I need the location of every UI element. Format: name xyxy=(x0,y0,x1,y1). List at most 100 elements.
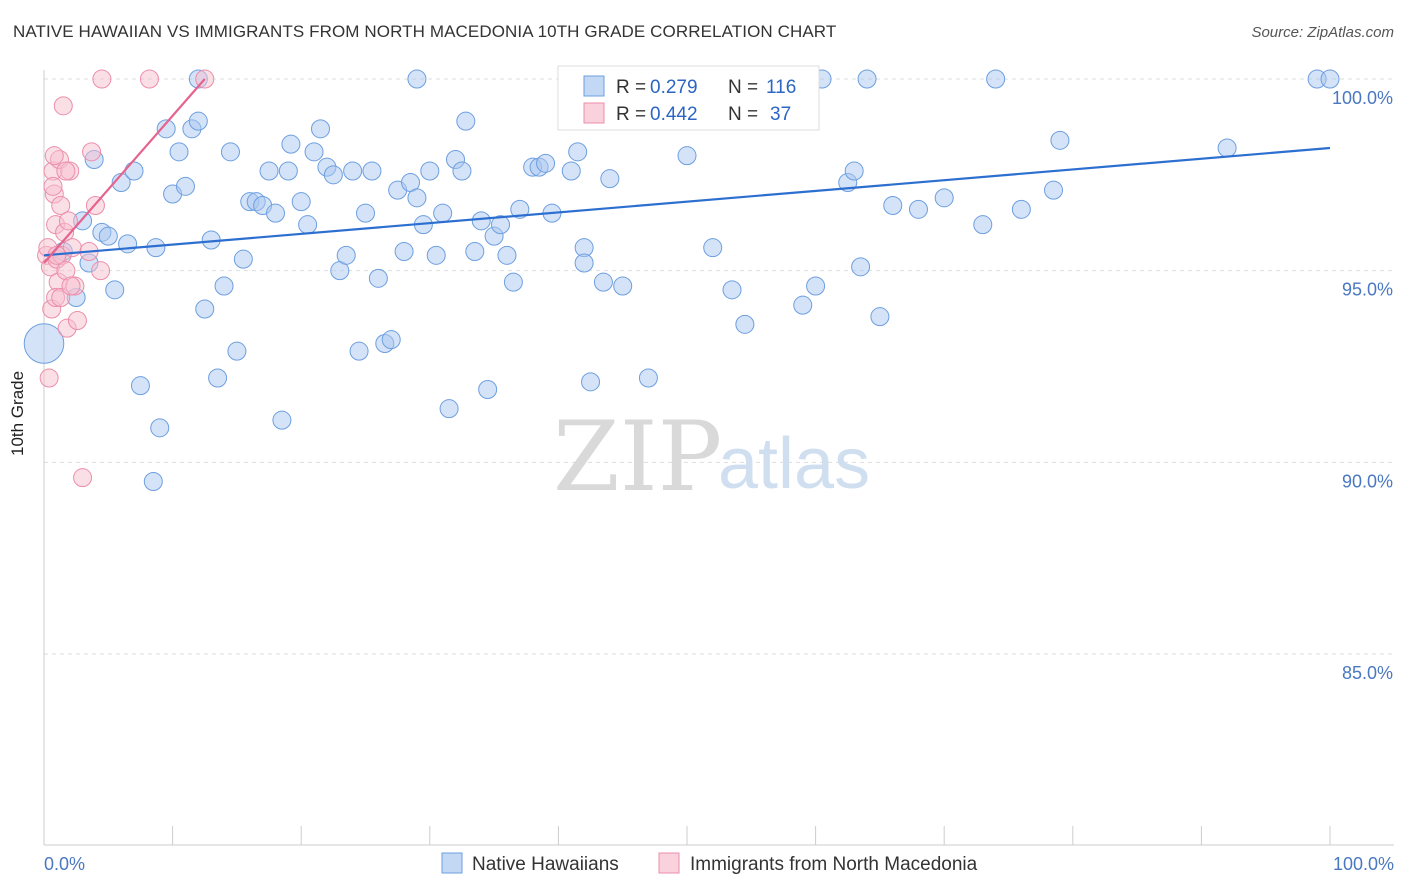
point-native-hawaiian-86 xyxy=(703,238,723,258)
point-native-hawaiian-22 xyxy=(195,299,215,319)
point-macedonia-22 xyxy=(73,468,93,488)
legend-n-value-1: 116 xyxy=(766,77,796,98)
point-native-hawaiian-58 xyxy=(426,245,446,265)
point-native-hawaiian-42 xyxy=(323,165,343,185)
chart-title: NATIVE HAWAIIAN VS IMMIGRANTS FROM NORTH… xyxy=(13,22,837,41)
legend-n-label-2: N = xyxy=(728,104,758,125)
point-native-hawaiian-48 xyxy=(362,161,382,181)
point-native-hawaiian-115 xyxy=(407,69,427,89)
point-native-hawaiian-68 xyxy=(491,215,511,235)
point-native-hawaiian-83 xyxy=(613,276,633,296)
point-native-hawaiian-80 xyxy=(581,372,601,392)
trend-line-native-hawaiians xyxy=(43,146,1331,257)
y-tick-label-90: 90.0% xyxy=(1342,471,1393,491)
point-native-hawaiian-8 xyxy=(105,280,125,300)
point-native-hawaiian-37 xyxy=(291,192,311,212)
point-native-hawaiian-21 xyxy=(188,111,208,131)
bottom-legend-label-2: Immigrants from North Macedonia xyxy=(690,854,978,875)
legend-r-label-2: R = xyxy=(616,104,646,125)
point-macedonia-33 xyxy=(56,161,76,181)
y-tick-label-85: 85.0% xyxy=(1342,663,1393,683)
x-ticks xyxy=(43,826,1331,845)
point-native-hawaiian-38 xyxy=(298,215,318,235)
point-native-hawaiian-70 xyxy=(503,272,523,292)
point-native-hawaiian-93 xyxy=(806,276,826,296)
point-native-hawaiian-107 xyxy=(1217,138,1237,158)
point-native-hawaiian-7 xyxy=(98,226,118,246)
point-native-hawaiian-47 xyxy=(356,203,375,223)
point-native-hawaiian-69 xyxy=(497,245,517,265)
point-native-hawaiian-104 xyxy=(1011,199,1031,219)
watermark-zip: ZIP xyxy=(553,401,722,513)
point-native-hawaiian-40 xyxy=(310,119,330,139)
legend-n-label-1: N = xyxy=(728,77,758,98)
legend-r-label-1: R = xyxy=(616,77,646,98)
point-native-hawaiian-77 xyxy=(568,142,588,162)
x-tick-label-max: 100.0% xyxy=(1333,854,1394,874)
point-native-hawaiian-102 xyxy=(973,215,993,235)
point-native-hawaiian-85 xyxy=(677,146,697,166)
point-macedonia-26 xyxy=(91,261,111,281)
point-native-hawaiian-34 xyxy=(272,410,292,430)
point-native-hawaiian-51 xyxy=(381,330,401,350)
point-native-hawaiian-11 xyxy=(124,161,144,181)
point-native-hawaiian-32 xyxy=(259,161,279,181)
point-native-hawaiian-82 xyxy=(600,169,620,189)
point-native-hawaiian-79 xyxy=(574,253,594,273)
legend-r-value-1: 0.279 xyxy=(650,77,698,98)
point-native-hawaiian-89 xyxy=(735,314,755,334)
point-native-hawaiian-66 xyxy=(478,380,498,399)
point-native-hawaiian-81 xyxy=(593,272,613,292)
point-native-hawaiian-35 xyxy=(278,161,298,181)
point-native-hawaiian-65 xyxy=(471,211,491,231)
point-native-hawaiian-105 xyxy=(1044,180,1064,200)
point-native-hawaiian-99 xyxy=(883,196,903,215)
point-macedonia-28 xyxy=(139,69,159,89)
point-macedonia-30 xyxy=(43,176,63,196)
legend-r-value-2: 0.442 xyxy=(650,104,698,125)
point-native-hawaiian-19 xyxy=(175,176,195,196)
point-macedonia-13 xyxy=(53,96,73,116)
point-native-hawaiian-26 xyxy=(220,142,240,162)
legend-swatch-pink xyxy=(583,102,605,124)
point-native-hawaiian-98 xyxy=(870,307,890,327)
point-macedonia-17 xyxy=(58,211,78,231)
point-native-hawaiian-27 xyxy=(227,341,247,361)
y-tick-labels: 100.0% 95.0% 90.0% 85.0% xyxy=(1332,88,1393,683)
bottom-legend: Native Hawaiians Immigrants from North M… xyxy=(441,852,978,875)
point-native-hawaiian-95 xyxy=(844,161,864,181)
point-native-hawaiian-44 xyxy=(336,245,356,265)
point-native-hawaiian-39 xyxy=(304,142,324,162)
point-native-hawaiian-55 xyxy=(407,188,427,208)
point-native-hawaiian-36 xyxy=(281,134,301,154)
point-native-hawaiian-33 xyxy=(265,203,285,223)
legend-box: R = 0.279 N = 116 R = 0.442 N = 37 xyxy=(557,65,820,131)
point-macedonia-2 xyxy=(39,368,59,388)
point-macedonia-21 xyxy=(67,311,87,330)
point-native-hawaiian-46 xyxy=(349,341,369,361)
point-native-hawaiian-24 xyxy=(208,368,228,388)
point-native-hawaiian-97 xyxy=(857,69,877,89)
point-native-hawaiian-101 xyxy=(934,188,954,208)
point-native-hawaiian-106 xyxy=(1050,130,1070,150)
source-label: Source: ZipAtlas.com xyxy=(1251,24,1394,41)
point-macedonia-35 xyxy=(44,146,64,166)
point-native-hawaiian-62 xyxy=(452,161,472,181)
point-native-hawaiian-25 xyxy=(214,276,234,296)
point-native-hawaiian-57 xyxy=(420,161,440,181)
point-native-hawaiian-92 xyxy=(793,295,813,315)
y-tick-label-100: 100.0% xyxy=(1332,88,1393,108)
point-native-hawaiian-113 xyxy=(1320,69,1340,89)
point-native-hawaiian-53 xyxy=(394,242,414,261)
point-native-hawaiian-88 xyxy=(722,280,742,300)
axes xyxy=(43,70,1394,846)
point-native-hawaiian-74 xyxy=(536,153,556,173)
point-macedonia-24 xyxy=(82,142,102,162)
trend-lines xyxy=(43,78,1331,264)
point-native-hawaiian-16 xyxy=(156,119,176,139)
point-native-hawaiian-13 xyxy=(143,472,163,491)
x-tick-label-min: 0.0% xyxy=(44,854,85,874)
point-native-hawaiian-12 xyxy=(130,376,150,396)
point-native-hawaiian-28 xyxy=(233,249,253,269)
